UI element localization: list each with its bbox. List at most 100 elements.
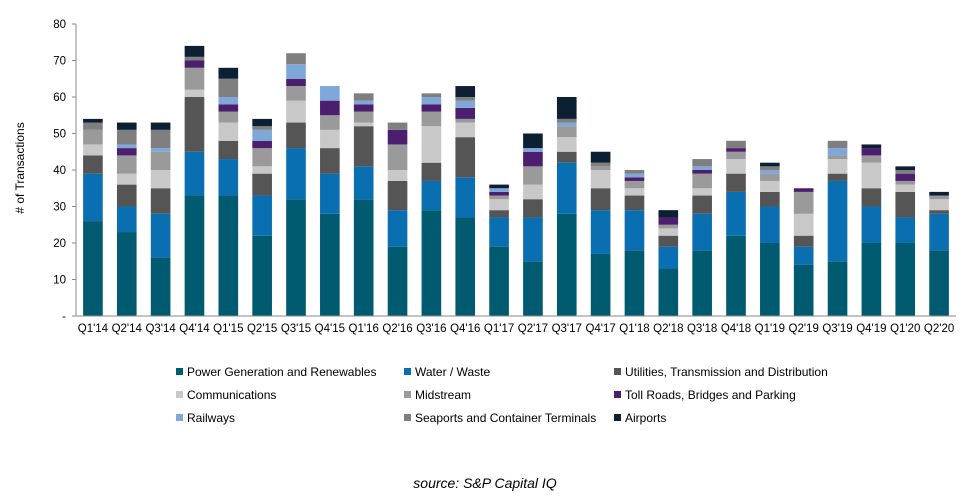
bar-segment bbox=[455, 107, 476, 119]
bar-segment bbox=[556, 137, 577, 152]
legend-label: Power Generation and Renewables bbox=[187, 365, 376, 379]
x-tick-label: Q3'15 bbox=[281, 323, 311, 335]
bar-segment bbox=[793, 188, 814, 192]
x-tick-label: Q3'16 bbox=[416, 323, 446, 335]
bar-segment bbox=[116, 206, 137, 233]
bar-segment bbox=[387, 210, 408, 247]
bar-segment bbox=[150, 122, 171, 130]
bar-segment bbox=[827, 173, 848, 181]
bar-segment bbox=[861, 148, 882, 156]
bar-segment bbox=[286, 78, 306, 87]
bar-segment bbox=[116, 232, 137, 316]
bar-segment bbox=[320, 129, 340, 149]
bar-segment bbox=[387, 180, 408, 211]
bar-segment bbox=[184, 60, 205, 68]
bar-segment bbox=[760, 162, 780, 167]
bar-segment bbox=[218, 195, 239, 316]
bar-segment bbox=[793, 235, 814, 247]
x-tick-label: Q4'14 bbox=[179, 323, 210, 335]
bar-segment bbox=[320, 173, 340, 214]
x-tick-label: Q2'19 bbox=[789, 323, 819, 335]
bar-segment bbox=[827, 159, 848, 174]
bar-segment bbox=[726, 140, 746, 149]
bar-segment bbox=[218, 159, 239, 196]
bar-segment bbox=[83, 173, 103, 222]
bar-segment bbox=[455, 100, 476, 108]
bar-segment bbox=[184, 151, 205, 196]
bar-segment bbox=[353, 122, 374, 127]
bar-segment bbox=[726, 151, 746, 160]
bar-segment bbox=[760, 173, 780, 181]
bar-segment bbox=[556, 126, 577, 138]
bar-segment bbox=[489, 184, 509, 189]
bar-segment bbox=[387, 246, 408, 316]
legend-swatch bbox=[176, 368, 183, 375]
bar-segment bbox=[861, 162, 882, 189]
bar-segment bbox=[150, 151, 171, 170]
bar-segment bbox=[218, 67, 239, 79]
bar-segment bbox=[929, 191, 949, 196]
legend-swatch bbox=[176, 391, 183, 398]
legend-label: Seaports and Container Terminals bbox=[415, 411, 596, 425]
bar-segment bbox=[861, 206, 882, 243]
bar-segment bbox=[726, 173, 746, 192]
bar-segment bbox=[421, 104, 442, 112]
bar-segment bbox=[116, 144, 137, 149]
bar-segment bbox=[252, 118, 272, 127]
bar-segment bbox=[83, 122, 103, 130]
bar-segment bbox=[320, 100, 340, 116]
x-tick-label: Q2'17 bbox=[518, 323, 548, 335]
bar-segment bbox=[895, 166, 916, 170]
bar-segment bbox=[116, 148, 137, 156]
y-tick-label: 20 bbox=[53, 238, 66, 250]
bar-segment bbox=[556, 213, 577, 316]
bar-segment bbox=[252, 129, 272, 141]
bar-segment bbox=[252, 235, 272, 316]
bar-segment bbox=[760, 243, 780, 316]
y-tick-label: 30 bbox=[53, 202, 66, 214]
legend-item: Power Generation and Renewables bbox=[176, 365, 376, 379]
bar-segment bbox=[760, 170, 780, 174]
bar-segment bbox=[184, 195, 205, 316]
bar-segment bbox=[895, 170, 916, 174]
x-tick-label: Q3'14 bbox=[145, 323, 176, 335]
bar-segment bbox=[760, 180, 780, 192]
bar-segment bbox=[556, 162, 577, 214]
legend-swatch bbox=[614, 368, 621, 375]
bar-segment bbox=[218, 122, 239, 141]
x-tick-label: Q3'18 bbox=[687, 323, 717, 335]
bar-segment bbox=[252, 166, 272, 174]
bar-segment bbox=[320, 213, 340, 316]
bar-segment bbox=[286, 199, 306, 316]
bar-segment bbox=[523, 199, 543, 218]
bar-segment bbox=[793, 191, 814, 214]
bar-segment bbox=[320, 148, 340, 174]
bar-segment bbox=[150, 170, 171, 189]
legend-item: Midstream bbox=[404, 388, 471, 402]
x-tick-label: Q2'14 bbox=[112, 323, 143, 335]
bar-segment bbox=[184, 89, 205, 97]
bar-segment bbox=[218, 97, 239, 105]
bar-segment bbox=[861, 243, 882, 316]
bar-segment bbox=[590, 151, 611, 163]
source-note: source: S&P Capital IQ bbox=[413, 475, 557, 491]
bar-segment bbox=[489, 217, 509, 247]
legend-swatch bbox=[404, 368, 411, 375]
bar-segment bbox=[590, 170, 611, 189]
bar-segment bbox=[658, 224, 679, 229]
bar-segment bbox=[523, 133, 543, 149]
bar-segment bbox=[760, 166, 780, 170]
bar-segment bbox=[658, 235, 679, 247]
bar-segment bbox=[353, 166, 374, 200]
bar-segment bbox=[286, 122, 306, 149]
x-tick-label: Q2'16 bbox=[382, 323, 412, 335]
bar-segment bbox=[252, 173, 272, 196]
x-tick-label: Q2'20 bbox=[924, 323, 954, 335]
bar-segment bbox=[523, 261, 543, 316]
bar-segment bbox=[861, 144, 882, 149]
bar-segment bbox=[489, 195, 509, 200]
bar-segment bbox=[624, 170, 645, 174]
bar-segment bbox=[455, 177, 476, 218]
bar-segment bbox=[624, 195, 645, 211]
